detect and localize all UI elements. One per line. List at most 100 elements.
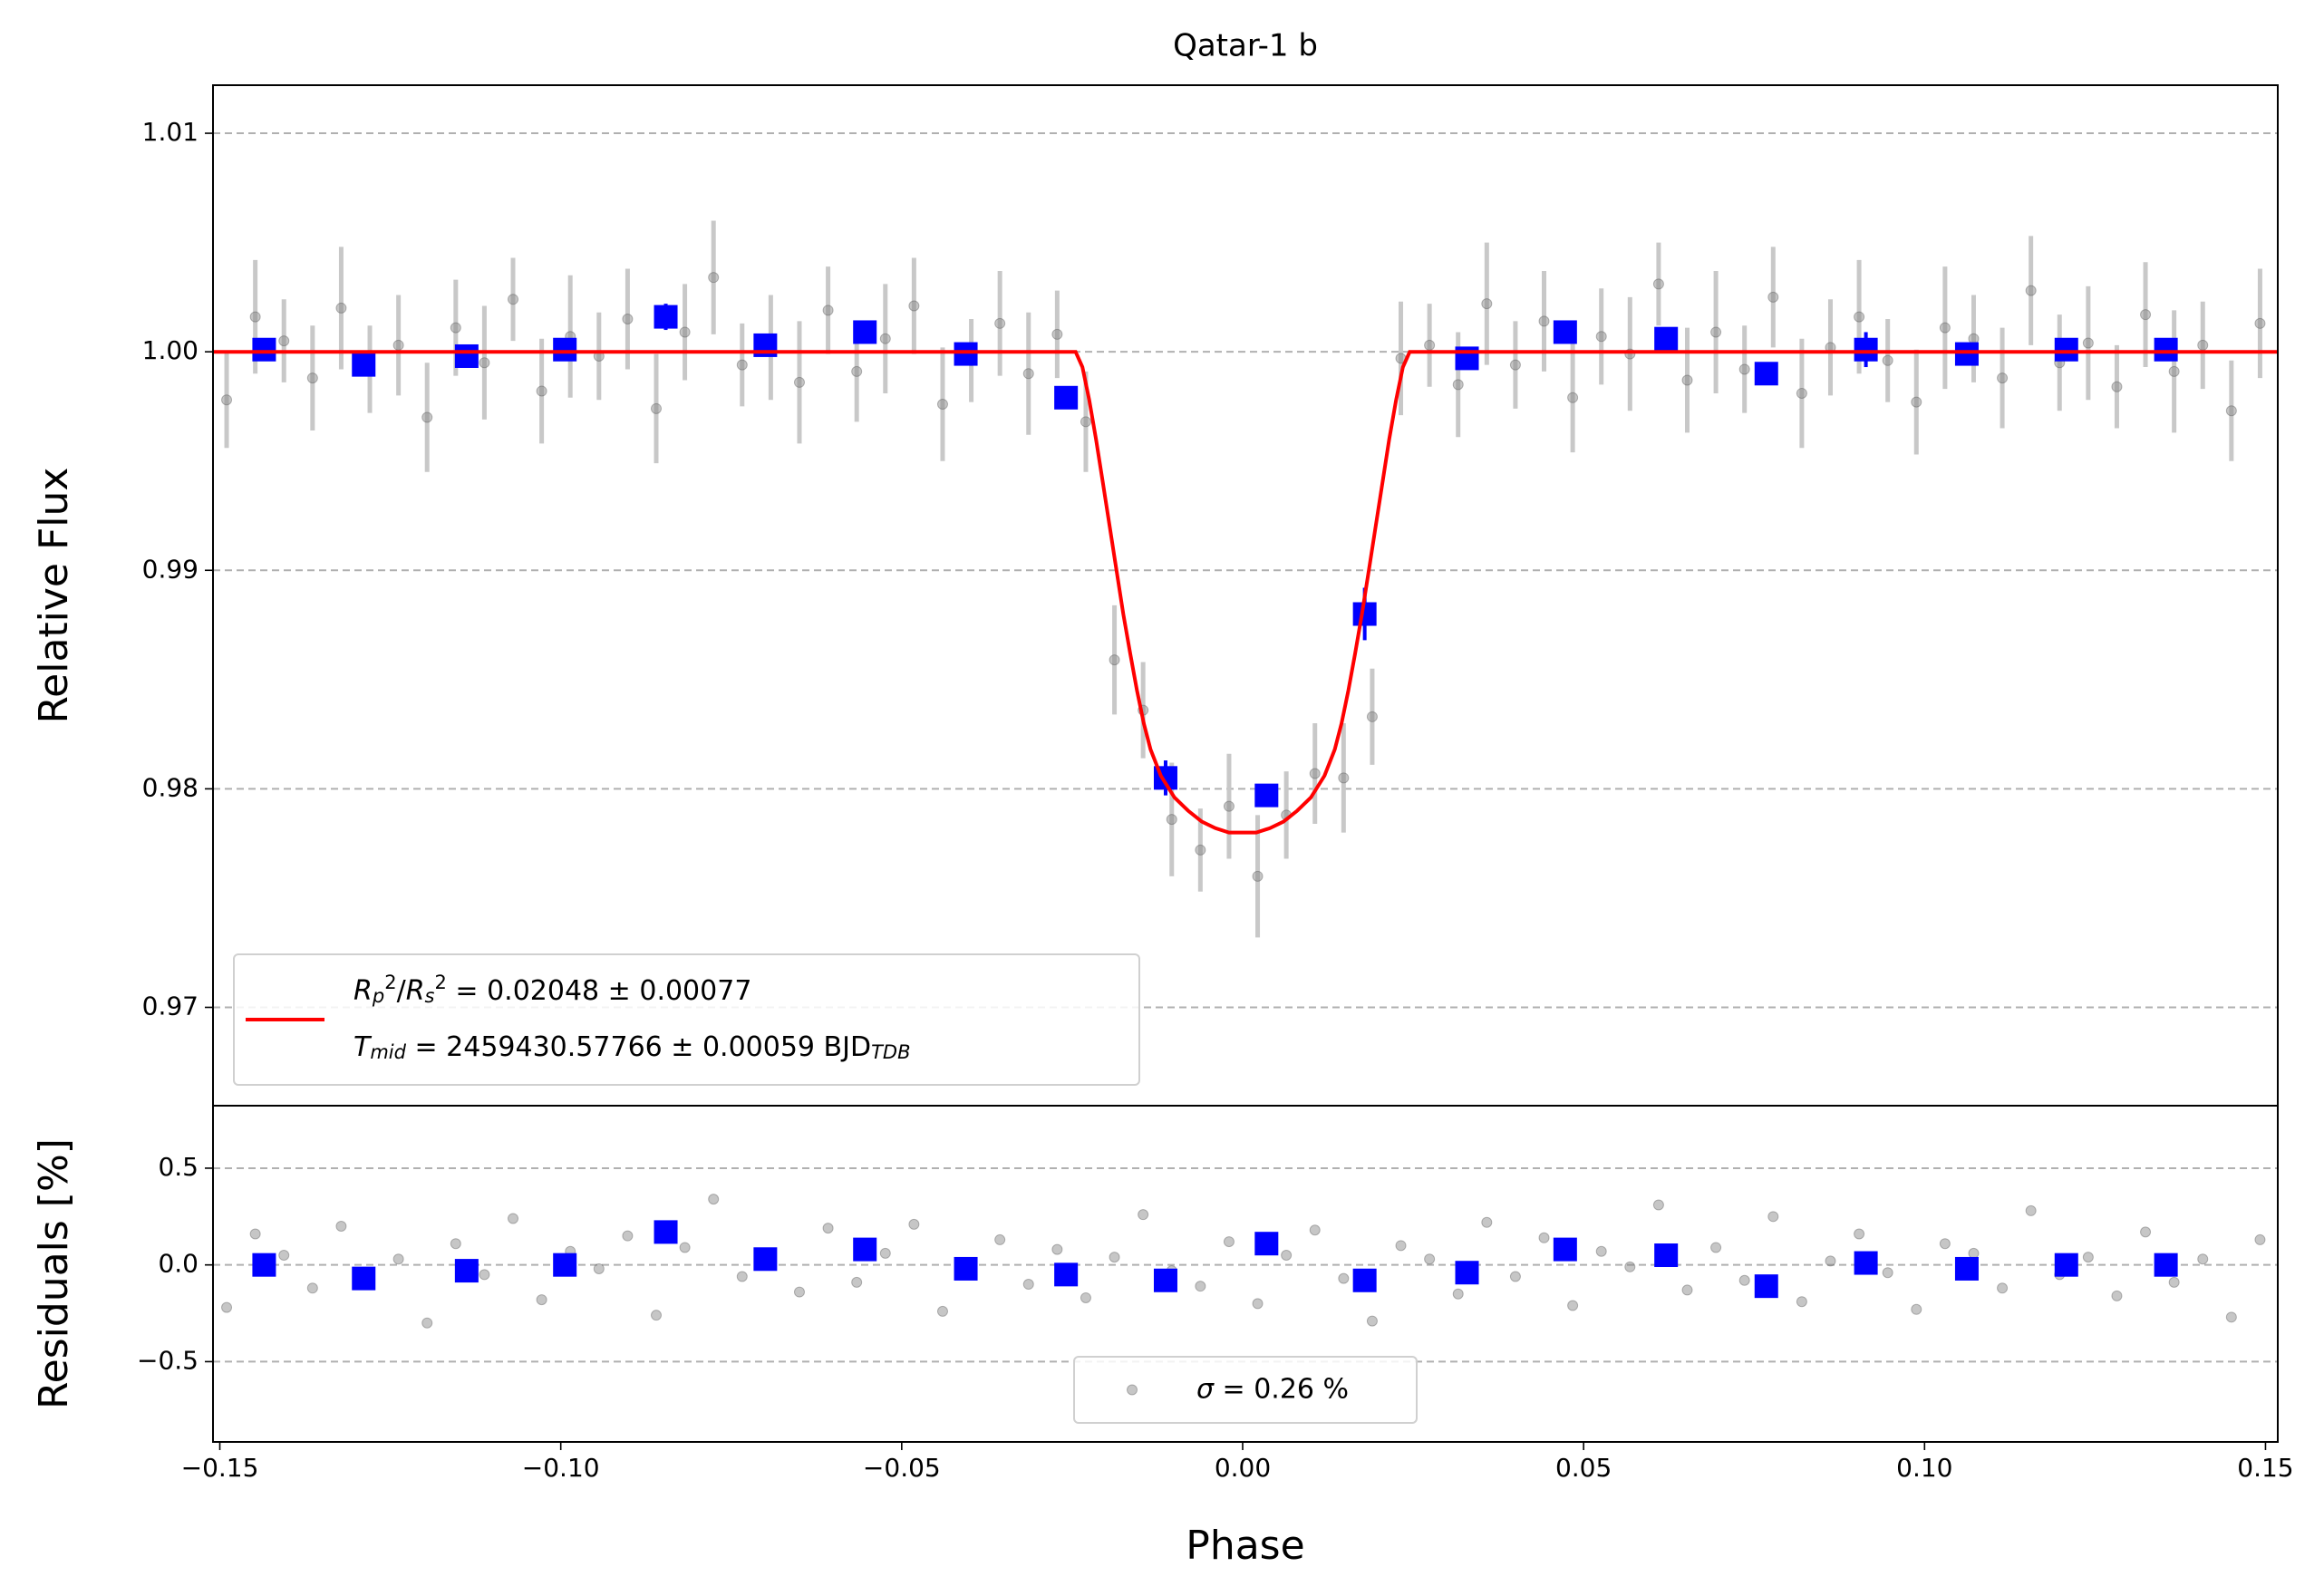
binned-point <box>1352 1268 1377 1292</box>
data-point <box>1281 1250 1293 1262</box>
binned-point <box>2154 337 2178 362</box>
data-point <box>1252 870 1264 882</box>
data-point <box>421 411 433 423</box>
data-point <box>1080 1291 1091 1303</box>
data-point <box>1395 1240 1407 1252</box>
binned-point <box>753 1247 778 1272</box>
data-point <box>2197 339 2209 351</box>
binned-point <box>2054 1253 2078 1277</box>
binned-point <box>954 1256 978 1281</box>
data-point <box>822 305 834 316</box>
data-point <box>708 1194 720 1205</box>
data-point <box>1968 333 1980 344</box>
x-axis-label: Phase <box>1186 1523 1304 1569</box>
data-point <box>1509 1271 1521 1282</box>
data-point <box>1652 278 1664 290</box>
data-point <box>622 1230 634 1242</box>
data-point <box>879 333 891 344</box>
data-point <box>936 399 948 411</box>
data-point <box>2168 365 2180 377</box>
data-point <box>851 365 863 377</box>
legend-text-part: = 0.02048 ± 0.00077 <box>447 975 752 1007</box>
data-point <box>249 1228 261 1240</box>
data-point <box>1796 1296 1807 1308</box>
binned-point <box>1954 1256 1979 1281</box>
data-point <box>994 317 1006 329</box>
data-point <box>421 1317 433 1329</box>
data-point <box>994 1233 1006 1245</box>
data-point <box>1939 322 1951 334</box>
binned-point <box>252 337 276 362</box>
data-point <box>2111 381 2123 392</box>
binned-point <box>2054 337 2078 362</box>
data-point <box>622 313 634 324</box>
data-point <box>1338 1272 1350 1284</box>
binned-point <box>1553 320 1577 344</box>
data-point <box>651 402 663 414</box>
legend-symbol <box>1127 1384 1138 1396</box>
y-tick-label: 0.0 <box>158 1249 199 1279</box>
data-point <box>536 385 547 397</box>
data-point <box>249 311 261 323</box>
data-point <box>1968 1247 1980 1259</box>
binned-point <box>1254 1232 1279 1256</box>
x-tick-label: 0.00 <box>1215 1453 1271 1483</box>
legend-text-part: p <box>372 985 384 1007</box>
data-point <box>221 1301 233 1313</box>
binned-point <box>352 353 376 377</box>
data-point <box>221 394 233 406</box>
data-point <box>278 335 290 347</box>
data-point <box>2254 1233 2266 1245</box>
data-point <box>736 359 748 371</box>
plot-area <box>213 220 2278 938</box>
data-point <box>1567 1300 1579 1311</box>
data-point <box>1051 328 1063 340</box>
data-point <box>1366 711 1378 722</box>
data-point <box>1939 1238 1951 1250</box>
data-point <box>1166 814 1177 826</box>
data-point <box>1481 298 1493 310</box>
legend-text-part: TDB <box>871 1041 910 1063</box>
binned-point <box>454 1259 479 1283</box>
binned-point <box>654 305 678 329</box>
data-point <box>335 1220 347 1232</box>
binned-point <box>553 1253 577 1277</box>
data-point <box>651 1310 663 1321</box>
data-point <box>2082 337 2094 349</box>
data-point <box>593 1262 605 1274</box>
data-point <box>278 1250 290 1262</box>
binned-point <box>1854 1251 1878 1275</box>
data-point <box>450 322 461 334</box>
binned-point <box>853 320 877 344</box>
legend-box <box>233 953 1140 1086</box>
data-point <box>708 272 720 284</box>
legend-text-part: R <box>353 975 373 1007</box>
legend-label: Rp2/Rs2 = 0.02048 ± 0.00077 <box>353 972 751 1008</box>
data-point <box>1767 291 1779 303</box>
legend-text-part: = 2459430.57766 ± 0.00059 BJD <box>406 1031 871 1063</box>
binned-point <box>1754 362 1778 386</box>
data-point <box>1338 772 1350 784</box>
data-point <box>306 1282 318 1294</box>
binned-point <box>1254 783 1279 808</box>
data-point <box>879 1247 891 1259</box>
binned-point <box>1954 342 1979 366</box>
legend-text-part: = 0.26 % <box>1214 1373 1349 1405</box>
binned-point <box>352 1266 376 1291</box>
y-tick-label: 0.98 <box>142 772 199 802</box>
x-tick-label: 0.05 <box>1555 1453 1612 1483</box>
data-point <box>1366 1315 1378 1327</box>
data-point <box>1854 311 1865 323</box>
data-point <box>2168 1276 2180 1288</box>
y-axis-label: Residuals [%] <box>31 1138 77 1409</box>
y-tick-label: 0.99 <box>142 554 199 584</box>
data-point <box>2254 317 2266 329</box>
data-point <box>1911 396 1922 408</box>
legend-text-part: 2 <box>435 972 447 993</box>
data-point <box>1309 768 1321 779</box>
binned-point <box>954 342 978 366</box>
data-point <box>736 1271 748 1282</box>
data-point <box>450 1238 461 1250</box>
